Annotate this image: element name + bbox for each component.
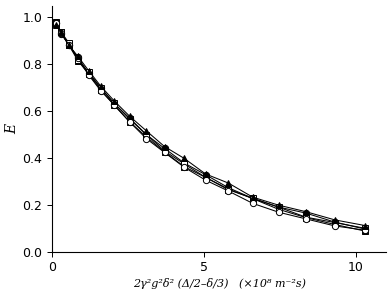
2IzSz (76, 55, 80, 58)
ZQx − 2IzSz (144, 133, 149, 136)
2IzSz (276, 203, 281, 207)
Iz (PGSTE) (66, 43, 71, 47)
DQx (112, 102, 117, 106)
singlet (250, 201, 255, 205)
Iz (PGSTE) (250, 197, 255, 200)
ZQx − 2IzSz (182, 162, 187, 166)
ZQx − 2IzSz (332, 221, 337, 224)
Iz (PGSTE) (276, 207, 281, 211)
2IzSz (162, 145, 167, 148)
Iz (PGSTE) (59, 31, 64, 34)
ZQx − 2IzSz (127, 117, 132, 121)
Line: ZQx − 2IzSz: ZQx − 2IzSz (53, 21, 368, 232)
Iz (PGSTE) (127, 120, 132, 124)
Iz (PGSTE) (363, 229, 368, 233)
DQx (76, 56, 80, 59)
2IzSz (66, 43, 71, 47)
ZQx − 2IzSz (162, 149, 167, 153)
Iz (PGSTE) (162, 150, 167, 154)
singlet (98, 89, 103, 92)
singlet (276, 210, 281, 214)
DQx (53, 22, 58, 25)
DQx (127, 116, 132, 120)
Line: singlet: singlet (53, 20, 368, 233)
singlet (363, 228, 368, 232)
2IzSz (144, 129, 149, 132)
singlet (203, 178, 208, 182)
2IzSz (112, 99, 117, 103)
singlet (112, 103, 117, 107)
Line: Iz (PGSTE): Iz (PGSTE) (53, 19, 368, 234)
ZQx − 2IzSz (226, 188, 231, 191)
Y-axis label: E: E (5, 124, 20, 134)
ZQx − 2IzSz (250, 196, 255, 200)
DQx (86, 71, 91, 75)
2IzSz (226, 181, 231, 185)
2IzSz (86, 69, 91, 72)
DQx (332, 220, 337, 224)
2IzSz (363, 224, 368, 227)
ZQx − 2IzSz (86, 71, 91, 74)
2IzSz (303, 210, 308, 214)
singlet (127, 120, 132, 124)
Iz (PGSTE) (203, 176, 208, 179)
ZQx − 2IzSz (98, 86, 103, 90)
2IzSz (250, 195, 255, 199)
DQx (276, 205, 281, 209)
2IzSz (98, 84, 103, 88)
singlet (144, 137, 149, 140)
Iz (PGSTE) (303, 216, 308, 219)
singlet (76, 56, 80, 60)
singlet (332, 224, 337, 228)
Iz (PGSTE) (76, 59, 80, 62)
DQx (144, 133, 149, 136)
DQx (203, 173, 208, 176)
ZQx − 2IzSz (303, 215, 308, 219)
Iz (PGSTE) (98, 88, 103, 91)
singlet (182, 165, 187, 169)
ZQx − 2IzSz (363, 227, 368, 230)
DQx (162, 147, 167, 150)
Line: DQx: DQx (53, 20, 368, 232)
ZQx − 2IzSz (76, 58, 80, 62)
Iz (PGSTE) (332, 223, 337, 226)
Iz (PGSTE) (144, 135, 149, 139)
singlet (226, 189, 231, 193)
Iz (PGSTE) (86, 72, 91, 76)
singlet (86, 73, 91, 77)
singlet (162, 151, 167, 154)
singlet (303, 217, 308, 221)
Line: 2IzSz: 2IzSz (53, 22, 368, 229)
2IzSz (182, 157, 187, 160)
DQx (66, 43, 71, 47)
singlet (53, 22, 58, 25)
Iz (PGSTE) (112, 104, 117, 107)
singlet (66, 43, 71, 47)
2IzSz (203, 172, 208, 176)
DQx (363, 227, 368, 231)
DQx (303, 211, 308, 215)
ZQx − 2IzSz (112, 102, 117, 105)
Iz (PGSTE) (226, 187, 231, 191)
DQx (59, 32, 64, 36)
DQx (98, 86, 103, 90)
ZQx − 2IzSz (59, 30, 64, 34)
DQx (182, 161, 187, 165)
DQx (226, 186, 231, 189)
2IzSz (53, 23, 58, 27)
X-axis label: 2γ²g²δ² (Δ/2–δ/3)   (×10⁸ m⁻²s): 2γ²g²δ² (Δ/2–δ/3) (×10⁸ m⁻²s) (133, 278, 306, 289)
DQx (250, 196, 255, 200)
ZQx − 2IzSz (276, 205, 281, 209)
ZQx − 2IzSz (66, 41, 71, 45)
2IzSz (59, 30, 64, 34)
Iz (PGSTE) (53, 20, 58, 24)
ZQx − 2IzSz (203, 176, 208, 179)
2IzSz (332, 218, 337, 222)
singlet (59, 32, 64, 35)
2IzSz (127, 114, 132, 118)
ZQx − 2IzSz (53, 22, 58, 26)
Iz (PGSTE) (182, 165, 187, 168)
